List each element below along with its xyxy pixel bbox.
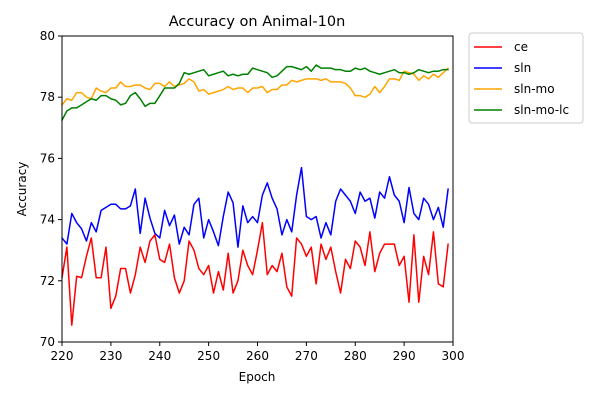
chart-title: Accuracy on Animal-10n [169,14,346,30]
y-tick-label: 70 [40,335,55,349]
plot-area [61,35,454,343]
x-tick-label: 280 [344,349,367,363]
legend-label-sln: sln [514,61,531,75]
legend-label-sln-mo: sln-mo [514,82,555,96]
x-tick-label: 230 [99,349,122,363]
legend: ce sln sln-mo sln-mo-lc [468,32,584,124]
x-tick-label: 290 [393,349,416,363]
x-tick-label: 220 [51,349,74,363]
series-layer [61,64,449,326]
y-tick-label: 80 [40,29,55,43]
x-tick-label: 250 [197,349,220,363]
series-line-sln-mo-lc [61,64,449,121]
legend-label-sln-mo-lc: sln-mo-lc [514,103,569,117]
legend-label-ce: ce [514,40,528,54]
series-line-sln [61,166,449,248]
x-tick-label: 270 [295,349,318,363]
y-tick-label: 72 [40,274,55,288]
series-line-ce [61,221,449,326]
x-tick-label: 260 [246,349,269,363]
legend-frame [468,32,584,124]
y-axis-ticks: 70 72 74 76 78 80 [40,29,62,349]
x-tick-label: 240 [148,349,171,363]
x-axis-label: Epoch [239,370,276,384]
y-tick-label: 78 [40,90,55,104]
x-tick-label: 300 [442,349,465,363]
y-tick-label: 74 [40,213,55,227]
x-axis-ticks: 220 230 240 250 260 270 280 290 300 [51,342,465,363]
y-tick-label: 76 [40,151,55,165]
series-line-sln-mo [61,67,449,106]
y-axis-label: Accuracy [15,162,29,217]
